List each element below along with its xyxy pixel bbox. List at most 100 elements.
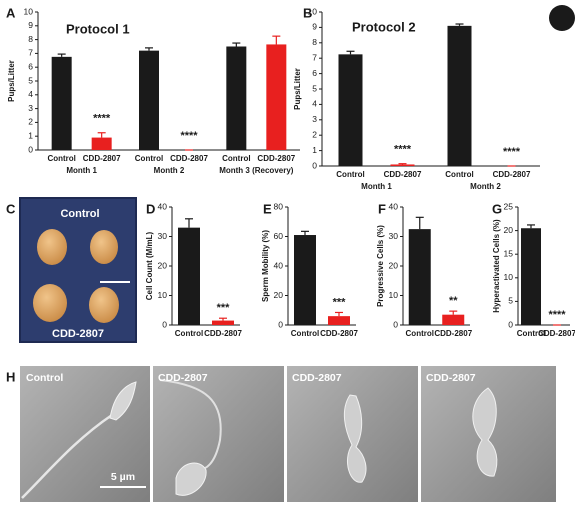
panel-letter: D <box>146 201 155 216</box>
panel-letter: F <box>378 201 386 216</box>
y-axis-label: Cell Count (M/mL) <box>145 231 154 300</box>
panel-letter: B <box>303 5 312 20</box>
y-tick-label: 30 <box>389 231 399 241</box>
bar <box>91 137 112 150</box>
significance: **** <box>548 309 566 321</box>
y-tick-label: 2 <box>312 129 317 139</box>
y-tick-label: 20 <box>389 260 399 270</box>
chart-title: Protocol 2 <box>352 19 416 34</box>
y-tick-label: 3 <box>312 114 317 124</box>
y-tick-label: 15 <box>504 248 514 258</box>
x-tick-label: Month 1 <box>361 182 392 191</box>
panel-letter: A <box>6 5 16 20</box>
y-tick-label: 20 <box>504 225 514 235</box>
y-tick-label: 0 <box>393 319 398 329</box>
significance: ** <box>449 295 458 307</box>
y-tick-label: 20 <box>274 290 284 300</box>
legend-label: CDD-2807 <box>257 154 295 163</box>
y-tick-label: 10 <box>158 290 168 300</box>
y-tick-label: 4 <box>28 89 33 99</box>
sperm-head <box>175 462 207 496</box>
y-tick-label: 5 <box>312 83 317 93</box>
legend-label: CDD-2807 <box>384 170 422 179</box>
micrograph-label: CDD-2807 <box>292 372 342 384</box>
significance: **** <box>180 130 198 142</box>
sperm-head <box>109 381 137 421</box>
legend-label: CDD-2807 <box>493 170 531 179</box>
y-tick-label: 1 <box>312 145 317 155</box>
bar <box>294 235 316 325</box>
y-tick-label: 40 <box>158 201 168 211</box>
y-tick-label: 0 <box>278 319 283 329</box>
photo-label: CDD-2807 <box>52 328 104 340</box>
legend-label: CDD-2807 <box>170 154 208 163</box>
corner-badge <box>549 5 575 31</box>
significance: *** <box>217 302 231 314</box>
testis <box>90 230 118 264</box>
significance: **** <box>394 144 412 156</box>
y-tick-label: 8 <box>312 37 317 47</box>
y-tick-label: 7 <box>312 52 317 62</box>
legend-label: CDD-2807 <box>83 154 121 163</box>
y-tick-label: 30 <box>158 231 168 241</box>
panel-letter: H <box>6 369 15 384</box>
y-axis-label: Sperm Mobility (%) <box>261 230 270 302</box>
bar <box>178 227 200 325</box>
bar <box>226 46 247 150</box>
significance: **** <box>93 113 111 125</box>
x-tick-label: Month 1 <box>66 166 97 175</box>
x-tick-label: Month 2 <box>470 182 501 191</box>
sperm-tail <box>159 379 222 471</box>
y-tick-label: 0 <box>28 144 33 154</box>
micrograph-label: CDD-2807 <box>158 372 208 384</box>
x-tick-label: Control <box>517 329 545 338</box>
panel-letter: E <box>263 201 272 216</box>
y-tick-label: 7 <box>28 48 33 58</box>
micrograph <box>153 366 284 502</box>
significance: **** <box>503 146 521 158</box>
y-tick-label: 2 <box>28 117 33 127</box>
y-tick-label: 10 <box>389 290 399 300</box>
bar <box>51 56 72 150</box>
testis <box>37 229 67 265</box>
y-tick-label: 6 <box>28 61 33 71</box>
bar <box>447 25 472 166</box>
x-tick-label: CDD-2807 <box>434 329 472 338</box>
y-tick-label: 10 <box>308 6 318 16</box>
y-tick-label: 80 <box>274 201 284 211</box>
sperm-head <box>343 394 367 483</box>
legend-label: Control <box>336 170 364 179</box>
y-tick-label: 4 <box>312 99 317 109</box>
chart-title: Protocol 1 <box>66 21 130 36</box>
y-tick-label: 0 <box>312 160 317 170</box>
y-tick-label: 0 <box>162 319 167 329</box>
micrograph-label: CDD-2807 <box>426 372 476 384</box>
y-axis-label: Progressive Cells (%) <box>376 225 385 307</box>
bar <box>139 50 159 150</box>
bar <box>338 54 363 166</box>
legend-label: Control <box>135 154 163 163</box>
y-tick-label: 20 <box>158 260 168 270</box>
x-tick-label: Control <box>406 329 434 338</box>
bar <box>212 320 234 325</box>
x-tick-label: CDD-2807 <box>538 329 575 338</box>
photo-frame <box>19 197 137 343</box>
x-tick-label: Control <box>291 329 319 338</box>
micrographs: 5 µm Control CDD-2807 CDD-2807 CDD-2807 <box>20 366 556 502</box>
bar <box>266 44 287 150</box>
y-axis-label: Hyperactivated Cells (%) <box>492 219 501 313</box>
panel-letter: C <box>6 201 16 216</box>
x-tick-label: CDD-2807 <box>204 329 242 338</box>
bar <box>442 314 465 325</box>
x-tick-label: CDD-2807 <box>320 329 358 338</box>
y-tick-label: 10 <box>24 6 34 16</box>
x-tick-label: Month 2 <box>154 166 185 175</box>
y-tick-label: 60 <box>274 231 284 241</box>
y-tick-label: 10 <box>504 272 514 282</box>
y-tick-label: 0 <box>508 319 513 329</box>
legend-label: Control <box>222 154 250 163</box>
testis <box>33 284 67 322</box>
bar <box>408 229 431 325</box>
y-tick-label: 25 <box>504 201 514 211</box>
